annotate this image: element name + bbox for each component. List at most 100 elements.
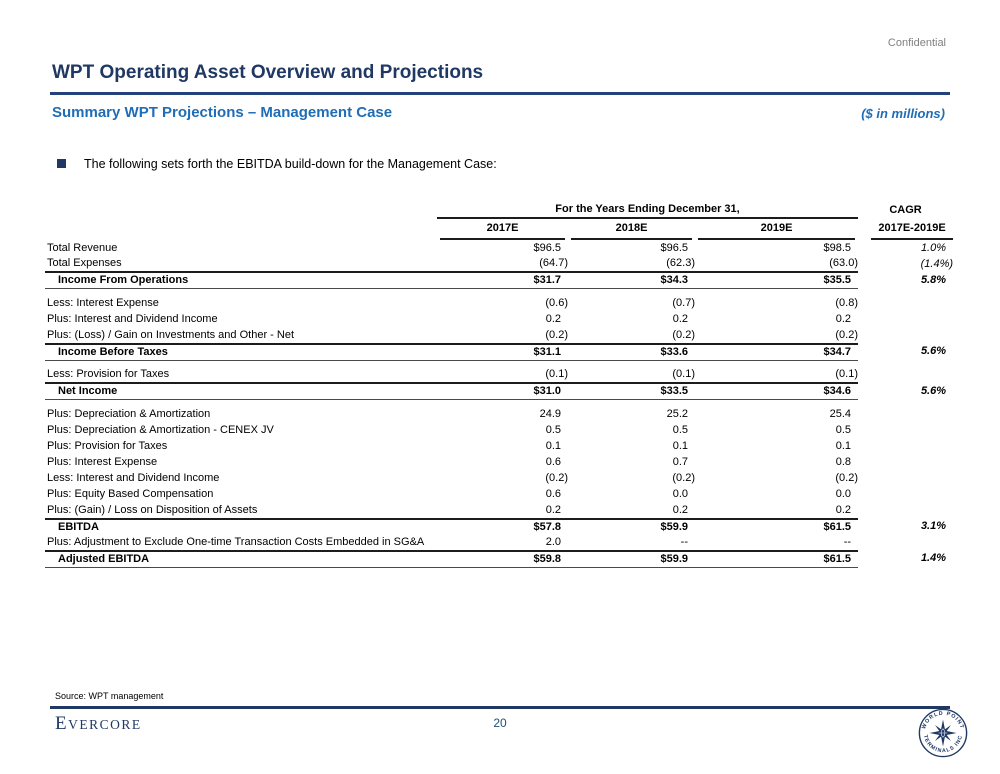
table-row-plus-da-cenex-jv: Plus: Depreciation & Amortization - CENE… — [45, 423, 953, 439]
cell-2019e: $34.7 — [695, 342, 859, 361]
bullet-row: The following sets forth the EBITDA buil… — [57, 155, 917, 173]
cell-2018e: $33.5 — [568, 382, 695, 400]
cell-2018e: $59.9 — [568, 517, 695, 535]
cell-2019e: (0.2) — [835, 472, 859, 484]
cell-cagr — [858, 455, 953, 471]
row-label: Plus: Provision for Taxes — [47, 440, 168, 452]
cell-2018e: 0.1 — [672, 440, 688, 452]
table-row-plus-gain-loss-disposition: Plus: (Gain) / Loss on Disposition of As… — [45, 503, 953, 519]
row-label: Total Expenses — [47, 257, 122, 269]
cell-2019e: 25.4 — [829, 408, 852, 420]
cell-2019e: 0.2 — [835, 313, 852, 325]
cell-cagr — [858, 535, 953, 551]
cell-2019e: (0.2) — [835, 328, 859, 341]
evercore-logo-initial: E — [55, 713, 69, 734]
cell-cagr: 5.8% — [920, 273, 947, 286]
table-column-header-row: 2017E 2018E 2019E 2017E-2019E — [45, 218, 954, 240]
row-label: Adjusted EBITDA — [45, 549, 437, 568]
cell-cagr — [858, 503, 953, 519]
cell-cagr: 3.1% — [920, 520, 947, 532]
cell-2019e: $98.5 — [823, 241, 852, 254]
cell-2017e: 0.6 — [545, 488, 561, 500]
cell-2017e: $31.7 — [437, 271, 568, 289]
cell-2019e: (0.1) — [835, 368, 859, 380]
table-row-plus-da: Plus: Depreciation & Amortization 24.9 2… — [45, 407, 953, 423]
cell-2017e: (0.2) — [545, 328, 568, 341]
row-label: Plus: Depreciation & Amortization - CENE… — [47, 424, 274, 436]
cell-2019e: 0.5 — [835, 424, 852, 436]
cell-2018e: (0.2) — [672, 472, 695, 484]
cell-2017e: $96.5 — [533, 241, 561, 254]
table-row-less-interest-expense: Less: Interest Expense (0.6) (0.7) (0.8) — [45, 296, 953, 312]
years-group-header: For the Years Ending December 31, — [437, 202, 859, 219]
cell-2018e: (0.2) — [672, 328, 695, 341]
cell-2017e: (0.2) — [545, 472, 568, 484]
cell-2017e: $59.8 — [437, 549, 568, 568]
row-label: Income From Operations — [45, 271, 437, 289]
cell-2018e: 0.0 — [672, 488, 688, 500]
table-row-plus-equity-based-compensation: Plus: Equity Based Compensation 0.6 0.0 … — [45, 487, 953, 503]
cell-cagr — [858, 423, 953, 439]
cagr-header: CAGR — [889, 203, 922, 216]
cell-2019e: 0.0 — [835, 488, 852, 500]
row-label: Less: Interest Expense — [47, 297, 159, 309]
cell-cagr — [858, 296, 953, 312]
cell-cagr: (1.4%) — [920, 257, 954, 270]
table-row-income-from-operations: Income From Operations $31.7 $34.3 $35.5… — [45, 271, 953, 289]
cell-2017e: (0.1) — [545, 368, 568, 380]
cell-2017e: 0.5 — [545, 424, 561, 436]
cell-cagr — [858, 487, 953, 503]
cell-cagr — [858, 439, 953, 455]
row-label: Less: Interest and Dividend Income — [47, 472, 220, 484]
page-title: WPT Operating Asset Overview and Project… — [52, 62, 484, 83]
table-row-less-provision-for-taxes: Less: Provision for Taxes (0.1) (0.1) (0… — [45, 367, 953, 383]
cell-cagr — [858, 328, 953, 344]
table-row-total-revenue: Total Revenue $96.5 $96.5 $98.5 1.0% — [45, 240, 953, 256]
cell-2018e: $33.6 — [568, 342, 695, 361]
cell-2019e: 0.8 — [835, 456, 852, 468]
table-group-header-row: For the Years Ending December 31, CAGR — [45, 202, 953, 219]
table-row-net-income: Net Income $31.0 $33.5 $34.6 5.6% — [45, 382, 953, 400]
column-header-cagr-range: 2017E-2019E — [858, 218, 954, 240]
cell-cagr — [858, 407, 953, 423]
evercore-logo-rest: VERCORE — [68, 717, 142, 732]
cell-cagr: 5.6% — [920, 345, 947, 358]
cell-2017e: 0.1 — [545, 440, 561, 452]
cell-2019e: $61.5 — [695, 549, 859, 568]
cell-2019e: 0.1 — [835, 440, 852, 452]
cell-cagr — [858, 312, 953, 328]
cell-2018e: $59.9 — [568, 549, 695, 568]
cell-cagr: 5.6% — [920, 384, 947, 397]
projections-table: For the Years Ending December 31, CAGR 2… — [45, 202, 954, 568]
row-label: Less: Provision for Taxes — [47, 368, 170, 380]
footer-divider — [50, 706, 950, 709]
table-row-ebitda: EBITDA $57.8 $59.9 $61.5 3.1% — [45, 517, 953, 535]
cell-2017e: 24.9 — [539, 408, 561, 420]
column-header-2019e: 2019E — [695, 218, 858, 240]
cell-2017e: $57.8 — [437, 517, 568, 535]
cell-2017e: 0.2 — [545, 503, 561, 516]
row-label: EBITDA — [45, 517, 437, 535]
cell-2017e: (0.6) — [545, 297, 568, 309]
cell-2019e: -- — [843, 535, 852, 548]
table-row-plus-loss-gain-investments: Plus: (Loss) / Gain on Investments and O… — [45, 328, 953, 344]
section-heading: Summary WPT Projections – Management Cas… — [52, 104, 393, 121]
row-label: Plus: Equity Based Compensation — [47, 488, 214, 500]
world-point-terminals-logo-icon: WORLD POINT TERMINALS INC — [918, 708, 968, 758]
table-row-plus-onetime-adjustment: Plus: Adjustment to Exclude One-time Tra… — [45, 535, 953, 551]
bullet-square-icon — [57, 159, 66, 169]
cell-2018e: $96.5 — [660, 241, 688, 254]
row-label: Net Income — [45, 382, 437, 400]
cell-2018e: 0.5 — [672, 424, 688, 436]
cell-2018e: 0.2 — [672, 313, 688, 325]
cell-2018e: 0.2 — [672, 503, 688, 516]
column-header-2018e: 2018E — [568, 218, 695, 240]
row-label: Plus: (Gain) / Loss on Disposition of As… — [47, 503, 258, 516]
evercore-logo: EVERCORE — [55, 713, 142, 735]
cell-2017e: 0.2 — [545, 313, 561, 325]
title-divider — [50, 92, 950, 95]
row-label: Plus: Interest Expense — [47, 456, 158, 468]
row-label: Total Revenue — [47, 241, 118, 254]
cell-2019e: (63.0) — [829, 257, 859, 269]
row-label: Plus: Depreciation & Amortization — [47, 408, 211, 420]
